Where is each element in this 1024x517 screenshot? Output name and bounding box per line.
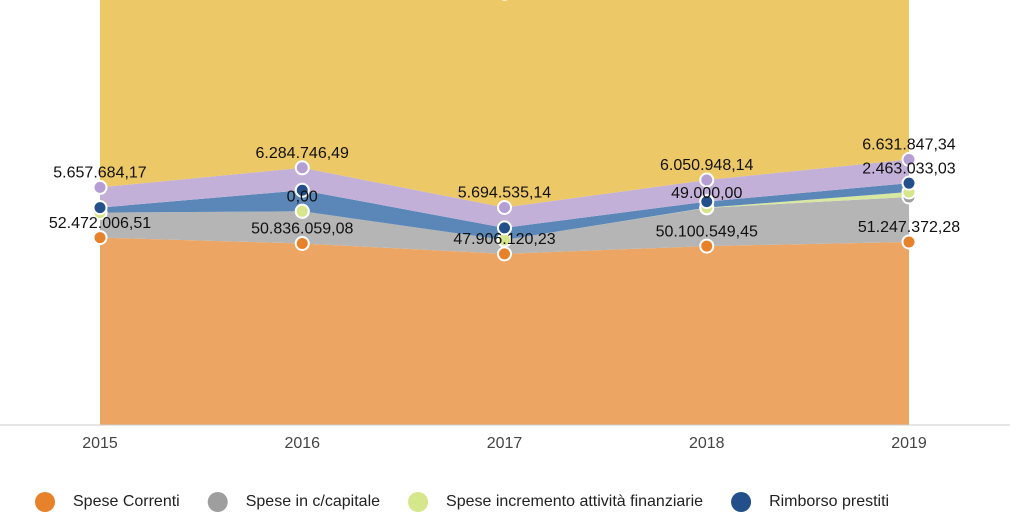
area (100, 0, 909, 208)
legend-label: Spese incremento attività finanziarie (446, 493, 703, 510)
data-label: 49.000,00 (671, 185, 742, 202)
point (294, 182, 310, 198)
legend-label: Spese Correnti (73, 493, 180, 510)
point (92, 179, 108, 195)
x-tick-label: 2016 (284, 435, 320, 452)
area (100, 237, 909, 425)
data-label: 5.657.684,17 (53, 165, 147, 182)
legend-label: Spese in c/capitale (246, 493, 380, 510)
x-tick-label: 2019 (891, 435, 927, 452)
data-label: 52.472.006,51 (49, 215, 151, 232)
point (497, 220, 512, 236)
data-label: 50.836.059,08 (251, 221, 353, 238)
point (92, 230, 108, 246)
data-label: 51.247.372,28 (858, 219, 960, 236)
markers (92, 0, 917, 262)
point (294, 160, 310, 176)
data-label: 2.463.033,03 (862, 160, 956, 177)
legend-marker (731, 492, 752, 512)
data-label: 5.694.535,14 (458, 185, 552, 202)
point (294, 203, 310, 219)
legend-marker (35, 492, 55, 512)
point (699, 194, 715, 210)
legend: Spese Correnti Spese in c/capitale Spese i… (35, 492, 889, 512)
data-label: 6.284.746,49 (256, 145, 350, 162)
data-label: 6.631.847,34 (862, 137, 956, 154)
legend-label: Rimborso prestiti (769, 493, 889, 510)
area (100, 159, 909, 228)
data-label: 0,00 (287, 189, 318, 206)
point (699, 172, 715, 188)
x-tick-label: 2017 (487, 435, 523, 452)
point (497, 199, 512, 215)
legend-marker (207, 492, 228, 512)
point (901, 175, 917, 191)
legend-marker (408, 492, 429, 512)
point (901, 151, 917, 167)
data-label: 47.906.120,23 (453, 231, 555, 248)
labels: 52.472.006,51 50.836.059,08 47.906.120,23 5… (49, 137, 960, 248)
x-tick-label: 2015 (82, 435, 118, 452)
point (699, 238, 715, 254)
point (497, 246, 512, 262)
data-label: 6.050.948,14 (660, 157, 754, 174)
point (901, 234, 917, 250)
point (294, 235, 310, 251)
data-label: 50.100.549,45 (656, 223, 758, 240)
point (92, 200, 108, 216)
x-tick-label: 2018 (689, 435, 725, 452)
